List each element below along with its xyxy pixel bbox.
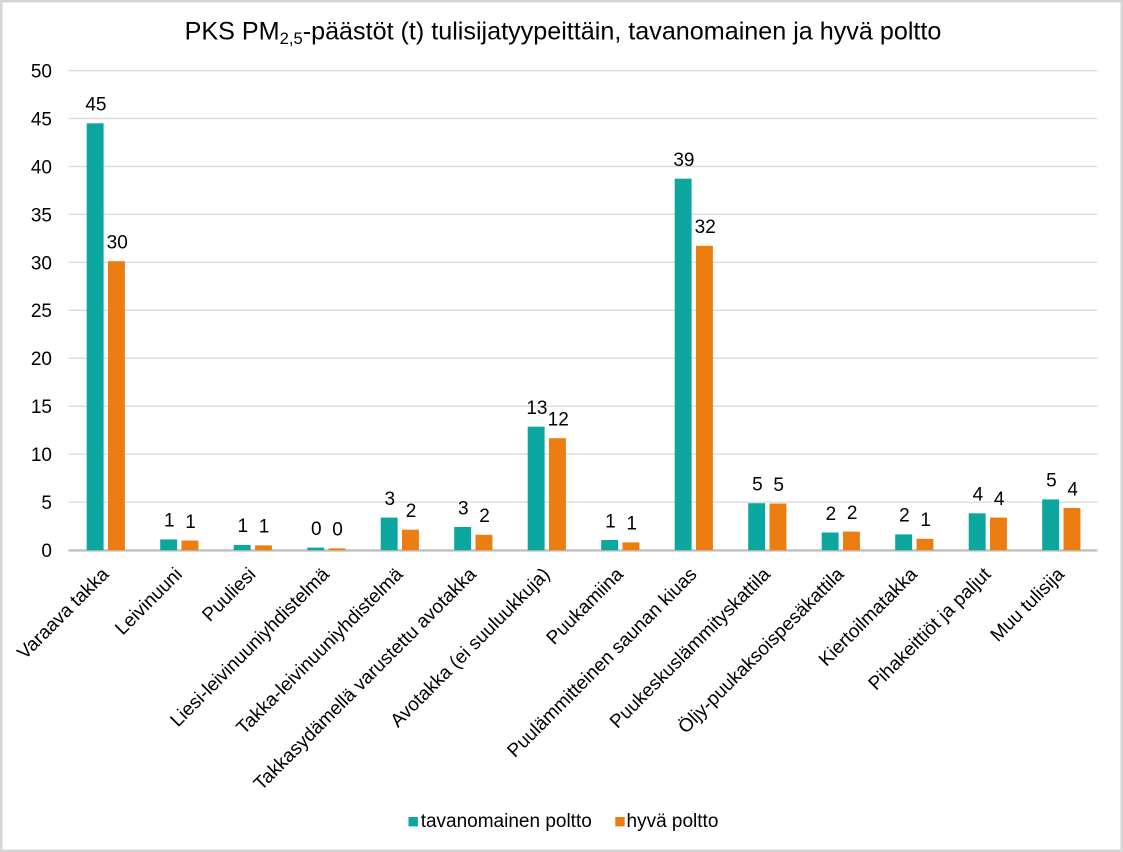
svg-text:4: 4 — [994, 489, 1005, 510]
svg-text:1: 1 — [605, 511, 616, 532]
svg-text:tavanomainen poltto: tavanomainen poltto — [421, 811, 592, 832]
svg-text:45: 45 — [85, 95, 106, 116]
svg-text:5: 5 — [1046, 471, 1057, 492]
svg-text:1: 1 — [920, 510, 931, 531]
svg-text:0: 0 — [311, 519, 322, 540]
svg-text:12: 12 — [548, 410, 569, 431]
svg-text:0: 0 — [332, 520, 343, 541]
svg-text:4: 4 — [1067, 479, 1078, 500]
svg-text:20: 20 — [31, 349, 52, 370]
svg-text:0: 0 — [41, 541, 52, 562]
svg-text:2: 2 — [899, 506, 910, 527]
svg-text:32: 32 — [695, 217, 716, 238]
svg-text:39: 39 — [673, 150, 694, 171]
svg-text:5: 5 — [773, 475, 784, 496]
svg-text:5: 5 — [41, 493, 52, 514]
svg-text:hyvä poltto: hyvä poltto — [627, 811, 719, 832]
svg-text:40: 40 — [31, 157, 52, 178]
svg-text:13: 13 — [526, 398, 547, 419]
svg-text:2: 2 — [826, 504, 837, 525]
svg-text:30: 30 — [107, 233, 128, 254]
svg-text:2: 2 — [847, 503, 858, 524]
svg-text:25: 25 — [31, 301, 52, 322]
svg-text:1: 1 — [626, 514, 637, 535]
svg-text:2: 2 — [406, 501, 417, 522]
svg-text:10: 10 — [31, 445, 52, 466]
svg-text:1: 1 — [238, 516, 249, 537]
svg-text:3: 3 — [458, 498, 469, 519]
svg-text:50: 50 — [31, 62, 52, 83]
svg-text:PKS PM2,5-päästöt (t) tulisija: PKS PM2,5-päästöt (t) tulisijatyypeittäi… — [185, 17, 942, 48]
svg-text:2: 2 — [479, 506, 490, 527]
svg-text:30: 30 — [31, 253, 52, 274]
svg-text:4: 4 — [973, 485, 984, 506]
svg-text:1: 1 — [164, 511, 175, 532]
svg-text:1: 1 — [185, 512, 196, 533]
svg-text:1: 1 — [259, 517, 270, 538]
svg-text:3: 3 — [385, 489, 396, 510]
svg-text:35: 35 — [31, 205, 52, 226]
svg-text:45: 45 — [31, 109, 52, 130]
svg-text:15: 15 — [31, 397, 52, 418]
svg-text:5: 5 — [752, 475, 763, 496]
